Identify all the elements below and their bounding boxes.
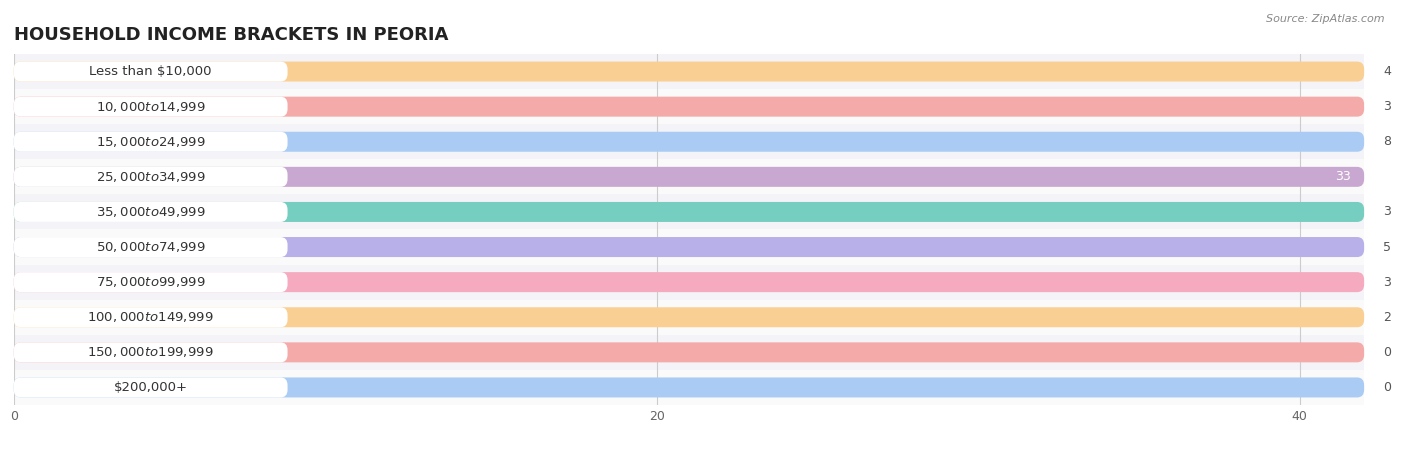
Text: $35,000 to $49,999: $35,000 to $49,999 <box>96 205 205 219</box>
FancyBboxPatch shape <box>14 378 288 397</box>
FancyBboxPatch shape <box>14 202 288 222</box>
FancyBboxPatch shape <box>14 167 1364 187</box>
Text: $200,000+: $200,000+ <box>114 381 187 394</box>
Text: Source: ZipAtlas.com: Source: ZipAtlas.com <box>1267 14 1385 23</box>
Bar <box>0 300 1406 335</box>
FancyBboxPatch shape <box>14 272 1364 292</box>
Text: 33: 33 <box>1336 171 1351 183</box>
Text: $25,000 to $34,999: $25,000 to $34,999 <box>96 170 205 184</box>
FancyBboxPatch shape <box>14 307 288 327</box>
FancyBboxPatch shape <box>14 97 1364 117</box>
Bar <box>0 370 1406 405</box>
FancyBboxPatch shape <box>14 202 1364 222</box>
Text: HOUSEHOLD INCOME BRACKETS IN PEORIA: HOUSEHOLD INCOME BRACKETS IN PEORIA <box>14 26 449 44</box>
FancyBboxPatch shape <box>14 342 288 362</box>
Text: Less than $10,000: Less than $10,000 <box>90 65 212 78</box>
FancyBboxPatch shape <box>14 97 288 117</box>
FancyBboxPatch shape <box>14 62 1364 81</box>
Bar <box>0 265 1406 300</box>
FancyBboxPatch shape <box>14 167 288 187</box>
FancyBboxPatch shape <box>14 378 1364 397</box>
Bar <box>0 335 1406 370</box>
Text: 3: 3 <box>1384 276 1391 288</box>
FancyBboxPatch shape <box>14 272 288 292</box>
Text: $10,000 to $14,999: $10,000 to $14,999 <box>96 99 205 114</box>
Text: 8: 8 <box>1384 135 1391 148</box>
Bar <box>0 194 1406 230</box>
Bar <box>0 230 1406 265</box>
Text: 3: 3 <box>1384 100 1391 113</box>
Text: 4: 4 <box>1384 65 1391 78</box>
FancyBboxPatch shape <box>14 132 1364 152</box>
Text: $15,000 to $24,999: $15,000 to $24,999 <box>96 135 205 149</box>
FancyBboxPatch shape <box>14 307 1364 327</box>
FancyBboxPatch shape <box>14 132 288 152</box>
Text: $100,000 to $149,999: $100,000 to $149,999 <box>87 310 214 324</box>
Bar <box>0 54 1406 89</box>
FancyBboxPatch shape <box>14 62 288 81</box>
FancyBboxPatch shape <box>14 237 1364 257</box>
Bar <box>0 124 1406 159</box>
FancyBboxPatch shape <box>14 237 288 257</box>
Text: 3: 3 <box>1384 206 1391 218</box>
Text: 5: 5 <box>1384 241 1391 253</box>
Text: 0: 0 <box>1384 381 1391 394</box>
Bar <box>0 159 1406 194</box>
Text: $50,000 to $74,999: $50,000 to $74,999 <box>96 240 205 254</box>
Bar <box>0 89 1406 124</box>
Text: 2: 2 <box>1384 311 1391 324</box>
Text: $150,000 to $199,999: $150,000 to $199,999 <box>87 345 214 360</box>
FancyBboxPatch shape <box>14 342 1364 362</box>
Text: $75,000 to $99,999: $75,000 to $99,999 <box>96 275 205 289</box>
Text: 0: 0 <box>1384 346 1391 359</box>
